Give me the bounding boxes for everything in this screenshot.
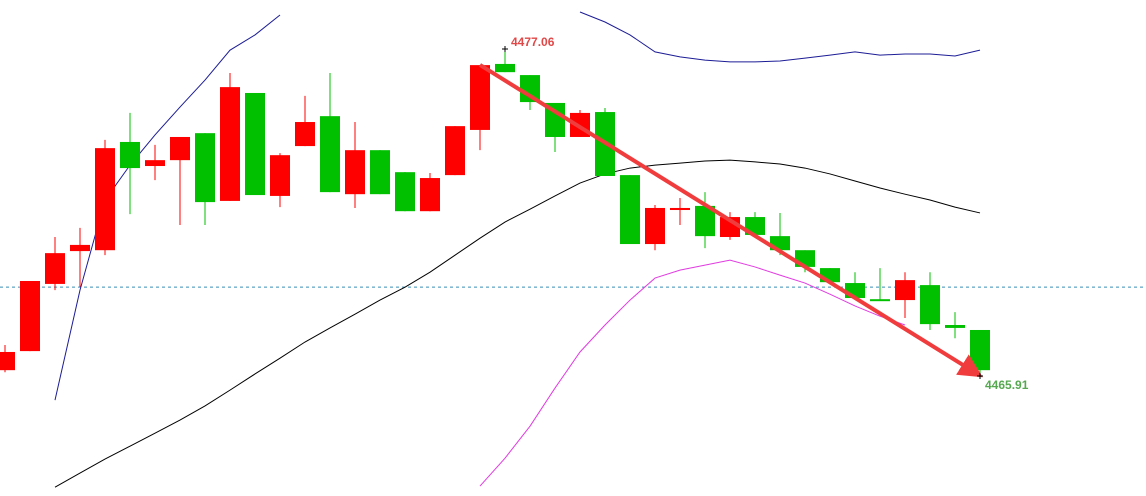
candle-body	[220, 87, 240, 201]
candle-body	[670, 207, 690, 211]
indicator-line	[54, 11, 981, 401]
candle-body	[920, 285, 940, 325]
candle-body	[520, 75, 540, 103]
candle-body	[170, 136, 190, 161]
candle-body	[245, 92, 265, 196]
candle-body	[270, 155, 290, 196]
indicator-line	[54, 159, 981, 488]
candle-body	[395, 172, 415, 212]
candle-body	[645, 207, 665, 245]
high-label: 4477.06	[511, 35, 555, 49]
candle-body	[870, 299, 890, 302]
candle-body	[370, 150, 390, 195]
candle-body	[695, 205, 715, 237]
candle-body	[120, 141, 140, 169]
candle-body	[945, 324, 965, 328]
candle-body	[295, 122, 315, 147]
candle-body	[470, 65, 490, 130]
low-label: 4465.91	[985, 378, 1029, 392]
extreme-arrow	[478, 63, 983, 378]
candle-body	[320, 116, 340, 193]
candle-body	[70, 244, 90, 252]
extreme-cross	[977, 373, 983, 380]
extreme-cross	[502, 45, 508, 52]
candle-body	[970, 329, 990, 371]
candle-body	[0, 351, 15, 371]
candle-body	[345, 150, 365, 195]
candle-body	[445, 126, 465, 176]
candle-body	[20, 280, 40, 352]
candle-body	[95, 148, 115, 251]
candle-body	[420, 178, 440, 212]
indicator-line	[479, 259, 906, 487]
candle-body	[545, 102, 565, 137]
candle-body	[195, 133, 215, 203]
candle-body	[45, 253, 65, 284]
candle-body	[495, 63, 515, 73]
candle-body	[895, 280, 915, 301]
candle-body	[145, 160, 165, 167]
candle-body	[620, 175, 640, 245]
